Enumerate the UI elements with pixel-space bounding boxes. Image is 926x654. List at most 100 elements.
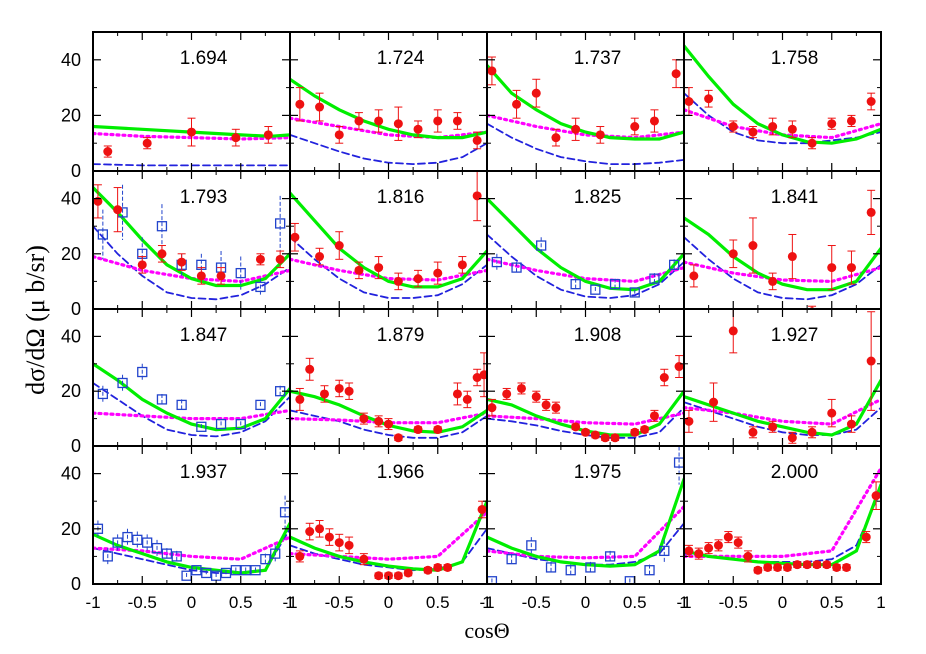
red-data-point [694, 549, 704, 559]
x-tick-label: 1 [482, 593, 491, 612]
blue-open-square-point [151, 542, 163, 554]
panel-1.816: 1.816 [289, 170, 488, 310]
x-tick-label: 0 [384, 593, 393, 612]
magenta-dotted-curve [93, 535, 290, 561]
red-data-point [541, 400, 551, 410]
red-data-point [773, 562, 783, 572]
red-data-point [472, 135, 482, 145]
red-data-point [413, 425, 423, 435]
blue-dashed-curve [93, 225, 290, 301]
panel-plot-area [684, 44, 881, 150]
y-axis-title: dσ/dΩ (μ b/sr) [21, 245, 50, 395]
red-data-point [479, 370, 487, 380]
red-data-point [704, 543, 714, 553]
panel-1.879: 1.879 [289, 308, 488, 447]
red-data-point [315, 524, 325, 534]
red-data-point [413, 274, 423, 284]
red-data-point [334, 538, 344, 548]
green-solid-curve [290, 191, 487, 289]
blue-open-square-point [191, 565, 202, 576]
magenta-dotted-curve [290, 510, 487, 561]
red-data-point [344, 386, 354, 396]
red-data-point [802, 560, 812, 570]
magenta-dotted-curve [290, 116, 487, 140]
panel-energy-label: 1.737 [574, 48, 622, 69]
red-data-point [477, 504, 487, 514]
panel-energy-label: 1.724 [377, 48, 425, 69]
panel-energy-label: 1.908 [574, 325, 622, 346]
blue-open-square-point [235, 267, 246, 279]
red-data-point [812, 560, 822, 570]
panel-plot-area [93, 117, 290, 167]
red-data-point [374, 416, 384, 426]
red-data-point [704, 94, 714, 104]
red-data-point [502, 389, 512, 399]
panel-plot-area [93, 184, 290, 301]
red-data-point [846, 263, 856, 273]
red-data-point [827, 119, 837, 129]
red-data-point [472, 373, 482, 382]
red-data-point [374, 263, 384, 273]
panel-plot-area [290, 171, 487, 299]
blue-open-square-point [609, 279, 621, 290]
red-data-point [866, 207, 876, 217]
red-data-point [630, 427, 640, 437]
blue-dashed-curve [684, 401, 881, 436]
x-tick-label: 1 [876, 593, 885, 612]
green-solid-curve [93, 186, 290, 288]
red-data-point [403, 568, 413, 578]
red-data-point [354, 116, 364, 126]
blue-open-square-point [255, 281, 266, 293]
red-data-point [551, 133, 561, 143]
panel-plot-area [93, 495, 290, 581]
red-data-point [462, 394, 472, 404]
red-data-point [157, 249, 167, 259]
x-tick-label: 0 [778, 593, 787, 612]
red-data-point [610, 433, 620, 443]
x-tick-label: 0.5 [229, 593, 253, 612]
blue-open-square-point [629, 287, 640, 298]
red-data-point [861, 532, 871, 542]
blue-open-square-point [511, 262, 522, 273]
blue-open-square-point [255, 399, 266, 411]
red-data-point [871, 491, 881, 501]
red-data-point [728, 326, 738, 336]
blue-open-square-point [161, 548, 173, 559]
red-data-point [452, 389, 462, 399]
red-data-point [487, 403, 497, 413]
red-data-point [457, 260, 467, 270]
blue-open-square-point [156, 221, 168, 232]
panel-energy-label: 1.927 [771, 325, 819, 346]
blue-open-square-point [235, 418, 246, 430]
red-data-point [423, 565, 433, 575]
green-solid-curve [684, 483, 881, 567]
red-data-point [443, 562, 453, 572]
panel-plot-area [684, 466, 881, 575]
x-tick-label: 1 [285, 593, 294, 612]
red-data-point [659, 373, 669, 382]
red-data-point [846, 116, 856, 126]
red-data-point [866, 356, 876, 366]
red-data-point [728, 122, 738, 132]
blue-dashed-curve [684, 236, 881, 301]
panel-plot-area [684, 189, 881, 309]
red-data-point [649, 116, 659, 126]
red-data-point [295, 551, 305, 561]
red-data-point [275, 254, 285, 264]
red-data-point [344, 540, 354, 550]
magenta-dotted-curve [93, 408, 290, 421]
blue-dashed-curve [93, 382, 290, 438]
green-solid-curve [487, 197, 684, 292]
red-data-point [255, 254, 265, 264]
panel-1.975: 1.975 -1 -0.5 0 0.5 1 [479, 445, 689, 612]
red-data-point [807, 138, 817, 148]
y-tick-label: 20 [61, 105, 81, 125]
magenta-dotted-curve [487, 257, 684, 284]
panel-energy-label: 1.879 [377, 325, 425, 346]
blue-open-square-point [215, 418, 227, 430]
blue-open-square-point [97, 229, 108, 240]
red-data-point [393, 119, 403, 129]
magenta-dotted-curve [487, 113, 684, 140]
green-solid-curve [684, 378, 881, 437]
x-tick-label: -0.5 [325, 593, 354, 612]
